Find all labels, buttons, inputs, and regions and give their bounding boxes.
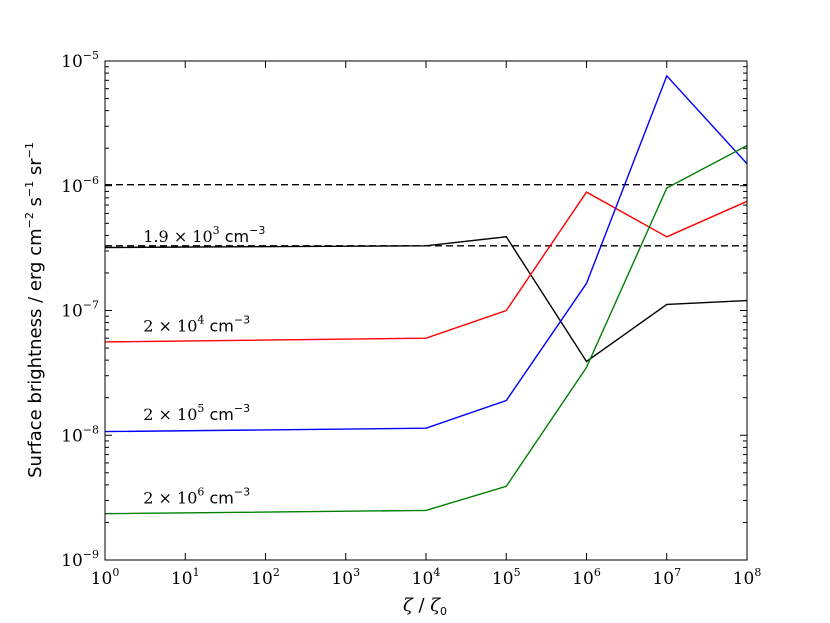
tick-labels: 100 101 102 103 104 105 106 107 108 10−9 10−8 10−7 1… [61,49,761,589]
x-tick-label: 108 [733,566,762,589]
y-tick-label: 10−8 [61,423,99,446]
axis-ticks [104,60,748,561]
series-line-red [105,191,747,343]
y-axis-title: Surface brightness / erg cm−2 s−1 sr−1 [23,142,46,478]
density-label-2: 2 × 104 cm−3 [143,313,250,335]
density-label-4: 2 × 106 cm−3 [143,485,250,507]
y-tick-label: 10−6 [61,174,99,197]
x-tick-label: 107 [652,566,681,589]
y-tick-label: 10−7 [61,299,99,322]
series-line-blue [105,74,747,433]
x-tick-label: 105 [492,566,521,589]
series-line-black [105,236,747,363]
density-annotations: 1.9 × 103 cm−3 2 × 104 cm−3 2 × 105 cm−3 2 … [143,224,265,507]
y-tick-label: 10−9 [61,548,99,571]
x-tick-label: 103 [331,566,360,589]
density-label-3: 2 × 105 cm−3 [143,402,250,424]
x-tick-label: 100 [91,566,120,589]
y-tick-label: 10−5 [61,49,99,72]
plot-content [105,74,747,515]
x-tick-label: 106 [572,566,601,589]
x-axis-title: ζ / ζ0 [403,595,447,618]
x-tick-label: 104 [412,566,441,589]
x-tick-label: 102 [251,566,280,589]
series-line-green [105,144,747,515]
x-tick-label: 101 [171,566,200,589]
density-label-1: 1.9 × 103 cm−3 [143,224,265,246]
